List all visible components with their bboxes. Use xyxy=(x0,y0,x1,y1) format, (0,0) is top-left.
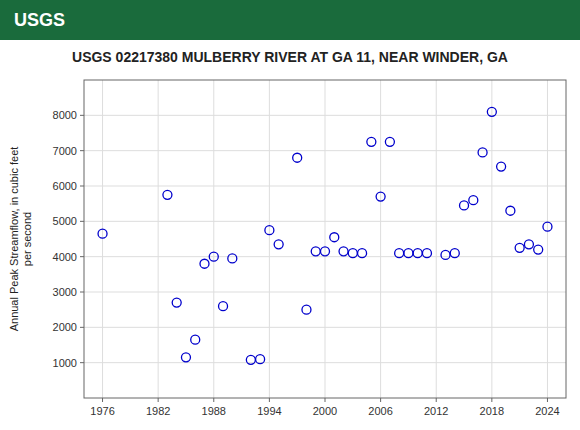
x-tick-label: 2012 xyxy=(424,405,448,417)
point xyxy=(543,222,552,231)
x-tick xyxy=(269,398,270,402)
x-tick xyxy=(491,398,492,402)
point xyxy=(265,226,274,235)
x-grid-line xyxy=(213,80,214,398)
point xyxy=(367,137,376,146)
x-tick-label: 2024 xyxy=(535,405,559,417)
x-tick xyxy=(380,398,381,402)
x-grid-line xyxy=(380,80,381,398)
point xyxy=(413,249,422,258)
header-label: USGS xyxy=(14,10,65,30)
point xyxy=(487,107,496,116)
x-tick-label: 1976 xyxy=(90,405,114,417)
point xyxy=(422,249,431,258)
point xyxy=(524,240,533,249)
axes: 1000 2000 3000 4000 5000 6000 7000 8000 1976 1982… xyxy=(53,80,566,417)
header-bar xyxy=(0,0,580,40)
x-grid-line xyxy=(325,80,326,398)
x-grid-line xyxy=(547,80,548,398)
y-tick-label: 3000 xyxy=(53,286,77,298)
x-tick xyxy=(213,398,214,402)
y-tick xyxy=(80,221,84,222)
point xyxy=(311,247,320,256)
y-tick-label: 6000 xyxy=(53,180,77,192)
point xyxy=(469,196,478,205)
y-tick xyxy=(80,327,84,328)
point xyxy=(460,201,469,210)
y-tick xyxy=(80,362,84,363)
y-tick xyxy=(80,292,84,293)
y-tick-label: 8000 xyxy=(53,109,77,121)
y-tick-label: 4000 xyxy=(53,251,77,263)
point xyxy=(395,249,404,258)
point xyxy=(358,249,367,258)
x-tick xyxy=(325,398,326,402)
x-grid-line xyxy=(491,80,492,398)
y-axis-label-line: per second xyxy=(21,212,33,266)
point xyxy=(497,162,506,171)
y-tick xyxy=(80,186,84,187)
x-tick-label: 2000 xyxy=(313,405,337,417)
point xyxy=(246,355,255,364)
x-tick-label: 1982 xyxy=(146,405,170,417)
x-grid-line xyxy=(436,80,437,398)
x-tick xyxy=(102,398,103,402)
x-grid-line xyxy=(269,80,270,398)
point xyxy=(385,137,394,146)
x-tick-label: 1988 xyxy=(202,405,226,417)
y-axis-label: Annual Peak Streamflow, in cubic feetper… xyxy=(8,147,33,332)
point xyxy=(274,240,283,249)
plot-frame xyxy=(84,80,566,398)
x-grid-line xyxy=(158,80,159,398)
point xyxy=(376,192,385,201)
point xyxy=(172,298,181,307)
y-tick xyxy=(80,150,84,151)
point xyxy=(506,206,515,215)
x-grid-line xyxy=(102,80,103,398)
point xyxy=(330,233,339,242)
point xyxy=(478,148,487,157)
x-tick-label: 2006 xyxy=(368,405,392,417)
point xyxy=(348,249,357,258)
points xyxy=(98,107,552,364)
point xyxy=(293,153,302,162)
y-tick xyxy=(80,256,84,257)
point xyxy=(98,229,107,238)
chart: USGS USGS 02217380 MULBERRY RIVER AT GA 1… xyxy=(0,0,580,430)
point xyxy=(441,250,450,259)
y-axis-label-line: Annual Peak Streamflow, in cubic feet xyxy=(8,147,20,332)
point xyxy=(534,245,543,254)
y-tick-label: 2000 xyxy=(53,321,77,333)
point xyxy=(228,254,237,263)
y-tick-label: 5000 xyxy=(53,215,77,227)
x-tick xyxy=(547,398,548,402)
y-tick xyxy=(80,115,84,116)
x-tick-label: 1994 xyxy=(257,405,281,417)
point xyxy=(200,259,209,268)
x-tick xyxy=(158,398,159,402)
point xyxy=(339,247,348,256)
point xyxy=(191,335,200,344)
point xyxy=(209,252,218,261)
point xyxy=(163,190,172,199)
point xyxy=(321,247,330,256)
title: USGS 02217380 MULBERRY RIVER AT GA 11, N… xyxy=(72,49,508,65)
y-tick-label: 1000 xyxy=(53,357,77,369)
y-tick-label: 7000 xyxy=(53,145,77,157)
plot-area xyxy=(84,80,566,398)
point xyxy=(302,305,311,314)
point xyxy=(515,243,524,252)
point xyxy=(404,249,413,258)
x-tick-label: 2018 xyxy=(480,405,504,417)
grid xyxy=(84,80,566,398)
point xyxy=(256,355,265,364)
point xyxy=(450,249,459,258)
point xyxy=(181,353,190,362)
point xyxy=(219,302,228,311)
x-tick xyxy=(436,398,437,402)
